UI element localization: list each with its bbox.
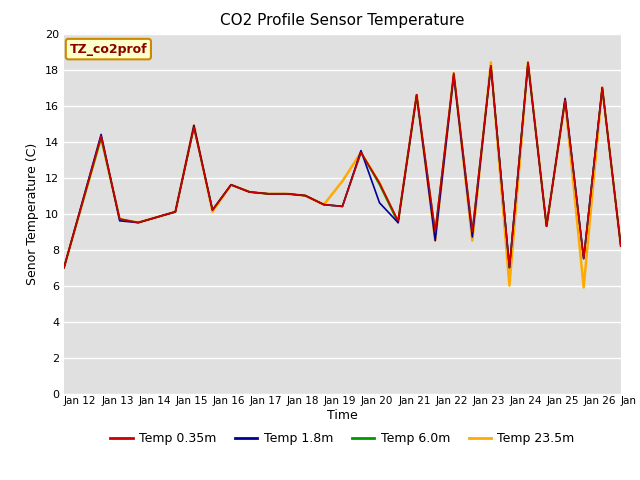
Legend: Temp 0.35m, Temp 1.8m, Temp 6.0m, Temp 23.5m: Temp 0.35m, Temp 1.8m, Temp 6.0m, Temp 2… — [105, 427, 580, 450]
Text: TZ_co2prof: TZ_co2prof — [70, 43, 147, 56]
X-axis label: Time: Time — [327, 409, 358, 422]
Title: CO2 Profile Sensor Temperature: CO2 Profile Sensor Temperature — [220, 13, 465, 28]
Y-axis label: Senor Temperature (C): Senor Temperature (C) — [26, 143, 40, 285]
